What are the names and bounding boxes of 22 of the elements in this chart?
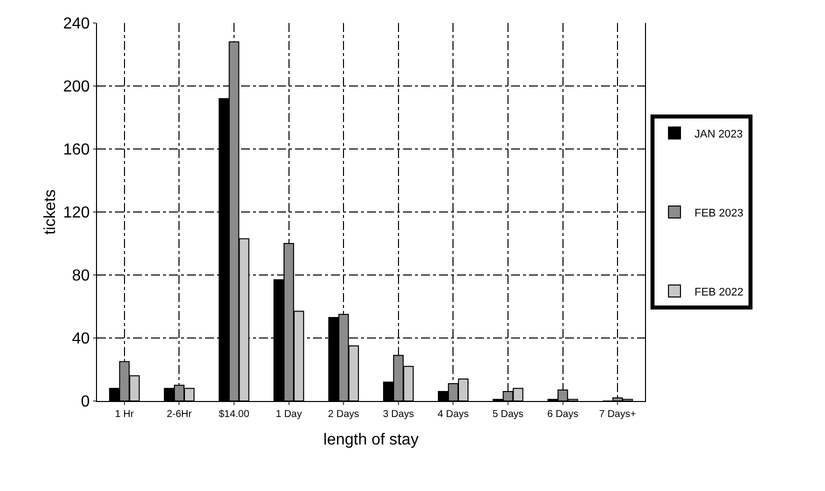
x-tick-label: $14.00: [218, 409, 250, 420]
x-tick-label: 1 Day: [276, 409, 302, 420]
y-tick-label: 120: [63, 204, 90, 222]
y-tick-label: 80: [72, 268, 90, 285]
x-tick-label: 2-6Hr: [166, 409, 192, 420]
x-tick-label: 7 Days+: [599, 409, 636, 420]
legend-label: FEB 2022: [694, 286, 744, 298]
x-tick-label: 6 Days: [547, 409, 578, 420]
y-axis-title: tickets: [42, 189, 59, 235]
y-tick-label: 240: [63, 16, 90, 33]
x-axis-title: length of stay: [323, 432, 419, 449]
y-tick-label: 160: [63, 142, 90, 159]
y-tick-label: 0: [80, 394, 90, 411]
x-tick-label: 4 Days: [438, 409, 469, 420]
x-tick-label: 1 Hr: [114, 409, 135, 420]
y-tick-label: 200: [63, 78, 90, 96]
x-tick-label: 5 Days: [492, 409, 524, 420]
x-tick-label: 2 Days: [328, 409, 360, 420]
legend-label: JAN 2023: [694, 128, 743, 140]
legend-label: FEB 2023: [694, 207, 744, 220]
x-tick-label: 3 Days: [382, 409, 414, 420]
y-tick-label: 40: [72, 330, 90, 348]
